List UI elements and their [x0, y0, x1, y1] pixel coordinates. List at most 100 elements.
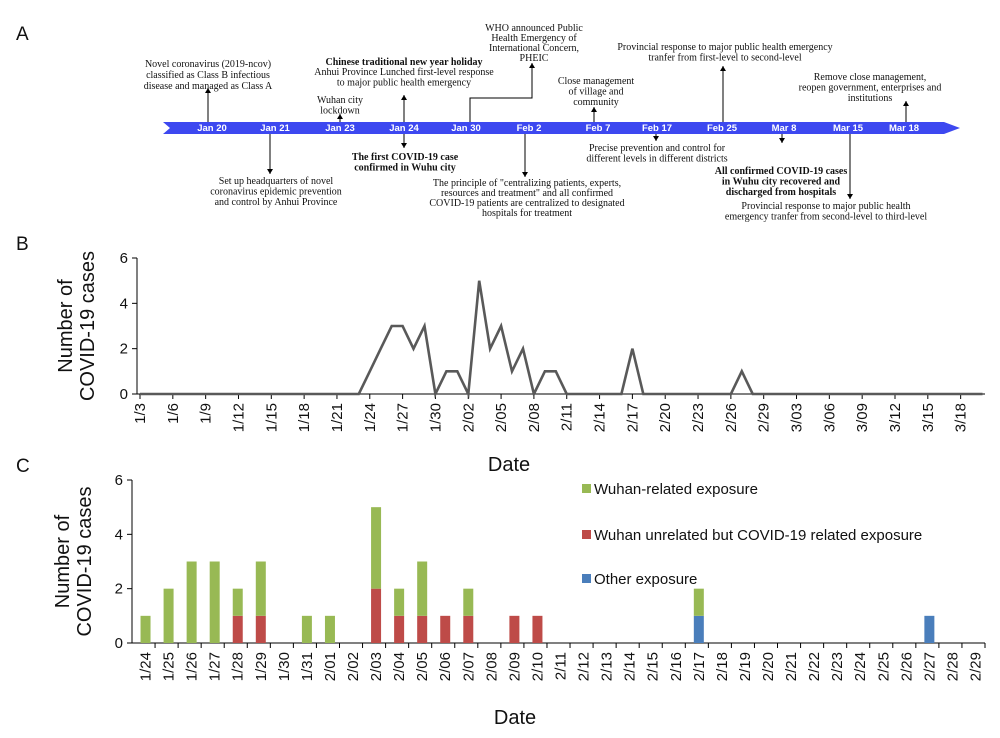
x-tick-label: 2/28 — [944, 652, 961, 681]
timeline-arrowhead — [401, 143, 407, 148]
y-axis-title: Number ofCOVID-19 cases — [52, 486, 96, 636]
x-tick-label: 1/9 — [198, 403, 215, 424]
x-tick-label: 2/03 — [368, 652, 385, 681]
x-tick-label: 2/23 — [690, 403, 707, 432]
timeline-event-line: WHO announced Public — [485, 23, 583, 34]
timeline-event: Remove close management, reopen governmen… — [799, 72, 942, 104]
x-tick-label: 1/25 — [161, 652, 178, 681]
x-tick-label: 2/12 — [576, 652, 593, 681]
timeline-event: Wuhan city lockdown — [317, 95, 363, 117]
timeline-arrowhead — [205, 88, 211, 93]
x-tick-label: 2/29 — [967, 652, 984, 681]
x-axis-title: Date — [494, 707, 536, 729]
timeline-event-line: The first COVID-19 case — [352, 152, 459, 163]
bar-segment — [371, 507, 382, 589]
timeline-event: Precise prevention and control for differ… — [586, 143, 727, 165]
timeline-event-line: confirmed in Wuhu city — [354, 163, 456, 174]
bar-segment — [301, 615, 312, 643]
timeline-event-line: to major public health emergency — [337, 78, 471, 89]
timeline-event: WHO announced Public Health Emergency of I… — [485, 23, 583, 64]
timeline-connectors — [205, 63, 909, 199]
timeline-event: The first COVID-19 case confirmed in Wuhu… — [352, 152, 459, 174]
timeline-event: Set up headquarters of novel coronavirus … — [210, 176, 342, 208]
y-tick-label: 2 — [120, 341, 128, 358]
x-tick-label: 2/06 — [437, 652, 454, 681]
bar-segment — [693, 588, 704, 616]
bar-segment — [463, 615, 474, 643]
x-tick-label: 2/05 — [493, 403, 510, 432]
timeline-event-line: different levels in different districts — [586, 154, 727, 165]
timeline-arrowhead — [847, 194, 853, 199]
line-chart: 0 2 4 6 1/3 1/6 1/9 1/12 1/15 1/18 1/21 1/24 1/27 1/3… — [55, 250, 985, 476]
timeline-event: All confirmed COVID-19 cases in Wuhu city… — [715, 166, 848, 198]
timeline-date: Mar 18 — [889, 123, 919, 134]
timeline-event-line: Novel coronavirus (2019-ncov) — [145, 59, 271, 70]
x-tick-label: 1/6 — [165, 403, 182, 424]
timeline-event-line: Close management — [558, 76, 635, 87]
timeline-event-line: Chinese traditional new year holiday — [325, 57, 482, 68]
x-tick-label: 1/12 — [230, 403, 247, 432]
x-tick-label: 2/08 — [526, 403, 543, 432]
y-tick-label: 6 — [115, 472, 123, 489]
x-tick-label: 2/20 — [657, 403, 674, 432]
bar-segment — [463, 588, 474, 616]
timeline-event-line: of village and — [569, 87, 624, 98]
bar-segment — [371, 588, 382, 643]
timeline-dates: Jan 20 Jan 21 Jan 23 Jan 24 Jan 30 Feb 2 Feb 7… — [197, 123, 919, 134]
y-axis-title-line: Number of — [52, 514, 74, 608]
x-tick-label: 2/27 — [921, 652, 938, 681]
timeline-event-line: Set up headquarters of novel — [219, 176, 334, 187]
x-tick-label: 2/08 — [483, 652, 500, 681]
x-tick-label: 2/18 — [714, 652, 731, 681]
timeline-event-line: International Concern, — [489, 43, 579, 54]
x-tick-label: 1/24 — [138, 652, 155, 681]
legend-swatch — [582, 574, 591, 583]
timeline-event-line: resources and treatment" and all confirm… — [441, 188, 613, 199]
x-tick-label: 2/16 — [668, 652, 685, 681]
timeline-arrow — [163, 122, 960, 134]
timeline-event: Chinese traditional new year holiday — [325, 57, 482, 68]
timeline-event-line: lockdown — [320, 106, 359, 117]
timeline-event-line: The principle of "centralizing patients,… — [433, 178, 621, 189]
timeline-event-line: in Wuhu city recovered and — [722, 177, 841, 188]
bar-segment — [924, 615, 935, 643]
y-tick-label: 4 — [115, 526, 123, 543]
x-axis-title: Date — [488, 454, 530, 476]
x-tick-label: 1/24 — [362, 403, 379, 432]
timeline-event: Close management of village and community — [558, 76, 635, 108]
bar-segment — [140, 615, 151, 643]
timeline-event-line: and control by Anhui Province — [215, 197, 338, 208]
panel-label-b: B — [16, 234, 29, 255]
legend-swatch — [582, 530, 591, 539]
x-tick-label: 1/18 — [296, 403, 313, 432]
timeline-date: Feb 17 — [642, 123, 672, 134]
x-tick-label: 1/26 — [184, 652, 201, 681]
bar-segment — [417, 615, 428, 643]
x-tick-label: 2/29 — [756, 403, 773, 432]
timeline-arrowhead — [591, 107, 597, 112]
bar-segment — [209, 561, 220, 643]
bar-segment — [255, 615, 266, 643]
timeline-event: Novel coronavirus (2019-ncov) classified … — [144, 59, 273, 92]
x-tick-label: 2/23 — [829, 652, 846, 681]
x-tick-label: 2/05 — [414, 652, 431, 681]
x-tick-label: 3/12 — [887, 403, 904, 432]
stacked-bar-chart: 0 2 4 6 1/24 1/25 1/26 1/27 1/28 1/29 1/30 1/31 2/01… — [52, 472, 986, 729]
x-tick-label: 1/28 — [230, 652, 247, 681]
bar-segment — [255, 561, 266, 616]
timeline-event: Provincial response to major public heal… — [725, 201, 927, 223]
timeline-arrowhead — [779, 138, 785, 143]
timeline-events: Novel coronavirus (2019-ncov) classified … — [144, 23, 942, 223]
timeline-arrowhead — [903, 101, 909, 106]
x-tick-label: 2/10 — [529, 652, 546, 681]
legend-label: Wuhan unrelated but COVID-19 related exp… — [594, 527, 922, 544]
legend-label: Other exposure — [594, 571, 697, 588]
y-tick-label: 4 — [120, 295, 128, 312]
timeline-event-line: tranfer from first-level to second-level — [648, 53, 801, 64]
timeline-event-line: Health Emergency of — [491, 33, 577, 44]
x-tick-label: 2/02 — [460, 403, 477, 432]
y-tick-label: 0 — [115, 635, 123, 652]
timeline-date: Mar 15 — [833, 123, 864, 134]
x-tick-label: 2/14 — [622, 652, 639, 681]
